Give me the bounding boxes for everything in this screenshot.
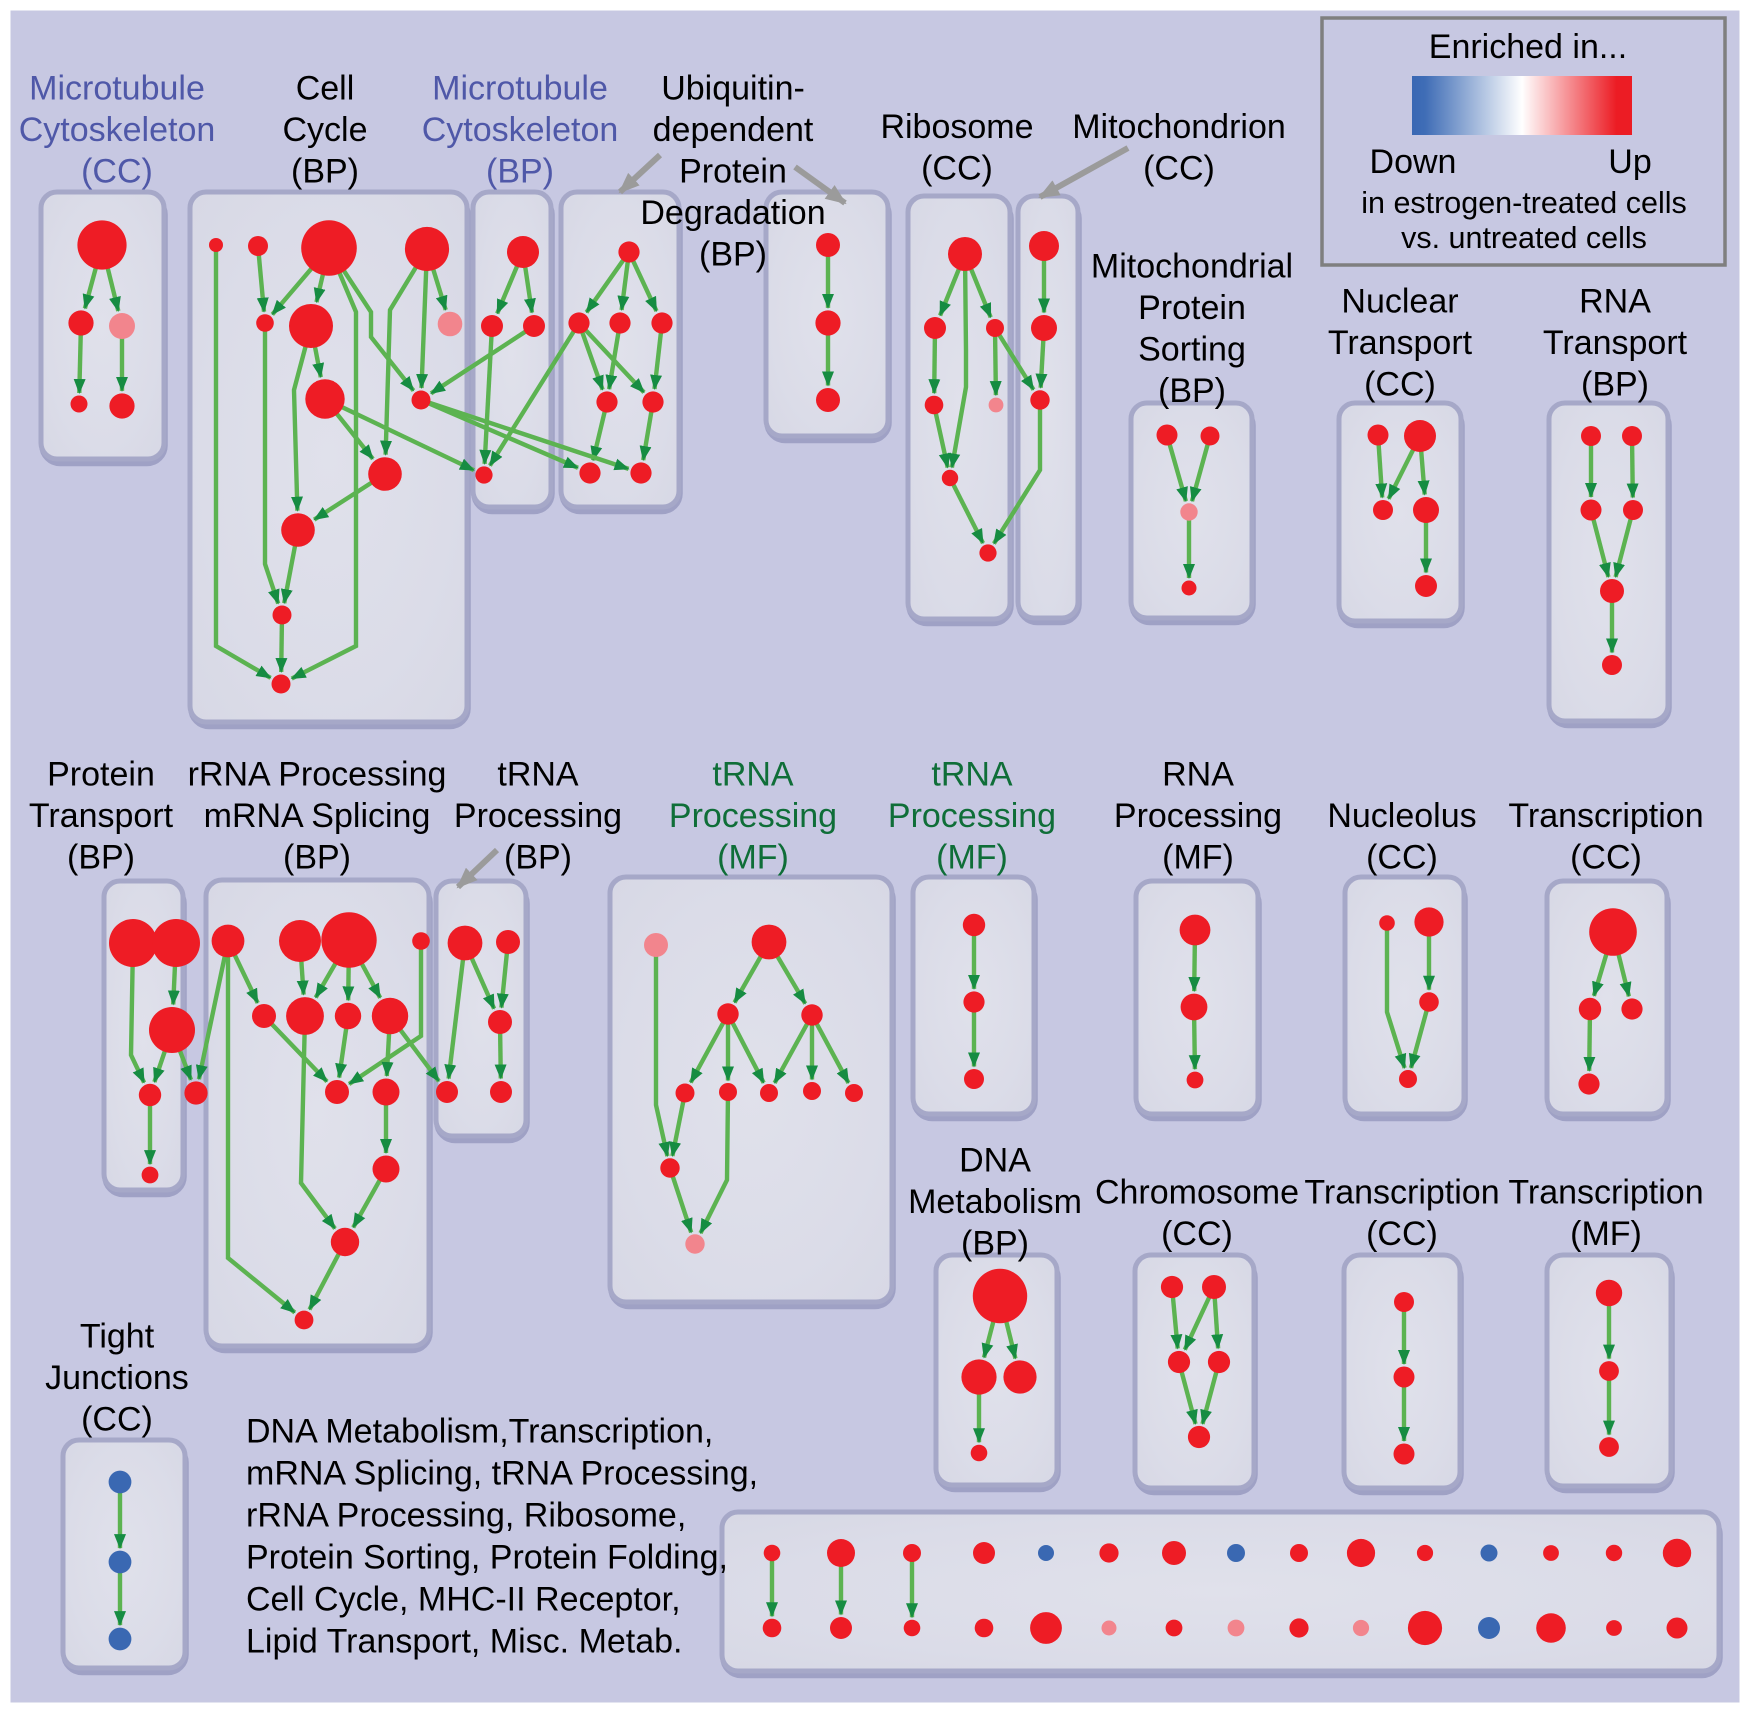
svg-text:(BP): (BP) xyxy=(699,236,767,274)
svg-text:Processing: Processing xyxy=(888,797,1056,835)
svg-text:Junctions: Junctions xyxy=(45,1359,189,1397)
svg-text:dependent: dependent xyxy=(653,111,814,149)
svg-text:Cytoskeleton: Cytoskeleton xyxy=(19,111,216,149)
svg-text:Protein: Protein xyxy=(1138,289,1246,327)
svg-text:Enriched in...: Enriched in... xyxy=(1429,28,1627,66)
svg-text:in estrogen-treated cells: in estrogen-treated cells xyxy=(1361,186,1687,220)
svg-text:Up: Up xyxy=(1608,143,1651,181)
svg-text:Transport: Transport xyxy=(29,797,174,835)
svg-text:(CC): (CC) xyxy=(81,1401,153,1439)
svg-text:Lipid Transport, Misc. Metab.: Lipid Transport, Misc. Metab. xyxy=(246,1623,683,1661)
svg-text:(MF): (MF) xyxy=(717,839,789,877)
svg-text:(CC): (CC) xyxy=(1143,150,1215,188)
svg-text:(CC): (CC) xyxy=(921,150,993,188)
svg-text:(MF): (MF) xyxy=(1162,839,1234,877)
svg-text:Metabolism: Metabolism xyxy=(908,1183,1082,1221)
svg-text:Cell Cycle, MHC-II Receptor,: Cell Cycle, MHC-II Receptor, xyxy=(246,1581,681,1619)
svg-text:Ubiquitin-: Ubiquitin- xyxy=(661,70,805,108)
svg-text:Microtubule: Microtubule xyxy=(432,70,608,108)
svg-text:Transport: Transport xyxy=(1328,324,1473,362)
svg-text:(BP): (BP) xyxy=(961,1225,1029,1263)
svg-text:Sorting: Sorting xyxy=(1138,331,1246,369)
svg-text:Cell: Cell xyxy=(296,70,355,108)
svg-text:Chromosome: Chromosome xyxy=(1095,1174,1299,1212)
svg-text:(BP): (BP) xyxy=(1158,372,1226,410)
svg-text:(CC): (CC) xyxy=(1366,1215,1438,1253)
svg-text:(BP): (BP) xyxy=(1581,366,1649,404)
svg-text:vs. untreated cells: vs. untreated cells xyxy=(1401,221,1647,255)
svg-text:Protein Sorting, Protein Foldi: Protein Sorting, Protein Folding, xyxy=(246,1539,728,1577)
svg-text:Tight: Tight xyxy=(80,1318,155,1356)
svg-text:(CC): (CC) xyxy=(81,153,153,191)
svg-text:rRNA Processing: rRNA Processing xyxy=(188,756,447,794)
svg-text:(MF): (MF) xyxy=(936,839,1008,877)
svg-text:(CC): (CC) xyxy=(1161,1215,1233,1253)
svg-text:Protein: Protein xyxy=(679,153,787,191)
svg-text:RNA: RNA xyxy=(1162,756,1234,794)
svg-text:Processing: Processing xyxy=(1114,797,1282,835)
svg-text:(CC): (CC) xyxy=(1366,839,1438,877)
svg-text:Transcription: Transcription xyxy=(1304,1174,1499,1212)
svg-text:Transcription: Transcription xyxy=(1508,797,1703,835)
svg-text:Nucleolus: Nucleolus xyxy=(1327,797,1476,835)
svg-text:Processing: Processing xyxy=(669,797,837,835)
svg-text:Transcription: Transcription xyxy=(1508,1174,1703,1212)
svg-text:(CC): (CC) xyxy=(1364,366,1436,404)
svg-text:(BP): (BP) xyxy=(67,839,135,877)
svg-text:Mitochondrial: Mitochondrial xyxy=(1091,248,1293,286)
svg-text:(MF): (MF) xyxy=(1570,1215,1642,1253)
svg-text:(BP): (BP) xyxy=(283,839,351,877)
svg-text:(BP): (BP) xyxy=(291,153,359,191)
svg-text:Processing: Processing xyxy=(454,797,622,835)
svg-text:Ribosome: Ribosome xyxy=(880,108,1033,146)
svg-text:(BP): (BP) xyxy=(504,839,572,877)
svg-text:DNA Metabolism,Transcription,: DNA Metabolism,Transcription, xyxy=(246,1413,713,1451)
svg-text:Microtubule: Microtubule xyxy=(29,70,205,108)
svg-text:Degradation: Degradation xyxy=(640,194,825,232)
svg-text:rRNA Processing, Ribosome,: rRNA Processing, Ribosome, xyxy=(246,1497,686,1535)
svg-text:tRNA: tRNA xyxy=(497,756,579,794)
svg-text:tRNA: tRNA xyxy=(931,756,1013,794)
svg-text:Mitochondrion: Mitochondrion xyxy=(1072,108,1286,146)
svg-text:(CC): (CC) xyxy=(1570,839,1642,877)
svg-text:mRNA Splicing, tRNA Processing: mRNA Splicing, tRNA Processing, xyxy=(246,1455,758,1493)
svg-text:mRNA Splicing: mRNA Splicing xyxy=(204,797,431,835)
svg-text:Protein: Protein xyxy=(47,756,155,794)
svg-text:Nuclear: Nuclear xyxy=(1341,283,1458,321)
svg-text:DNA: DNA xyxy=(959,1142,1031,1180)
svg-text:Cytoskeleton: Cytoskeleton xyxy=(422,111,619,149)
svg-text:Transport: Transport xyxy=(1543,324,1688,362)
svg-text:(BP): (BP) xyxy=(486,153,554,191)
svg-text:Cycle: Cycle xyxy=(282,111,367,149)
svg-text:RNA: RNA xyxy=(1579,283,1651,321)
svg-text:tRNA: tRNA xyxy=(712,756,794,794)
svg-text:Down: Down xyxy=(1370,143,1457,181)
